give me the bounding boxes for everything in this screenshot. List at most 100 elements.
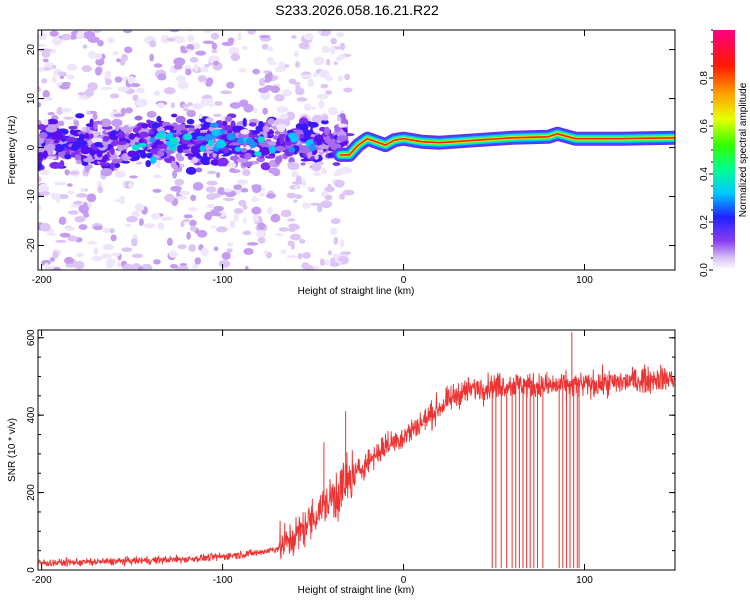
spectrogram-blob [237, 32, 242, 41]
spectrogram-blob [302, 252, 311, 259]
spectrogram-blob [170, 102, 176, 109]
spectrogram-y-axis-label: Frequency (Hz) [7, 116, 18, 185]
spectrogram-blob [220, 90, 233, 95]
spectrogram-blob [184, 153, 196, 157]
spectrogram-blob [325, 135, 331, 143]
spectrogram-blob [110, 130, 117, 138]
spectrogram-blob [305, 264, 314, 270]
spectrogram-blob [307, 78, 315, 87]
spectrogram-blob [38, 183, 50, 193]
spectrogram-blob [196, 229, 208, 238]
spectrogram-blob [253, 207, 259, 215]
spectrogram-blob [229, 220, 236, 229]
snr-y-tick-label: 200 [26, 484, 37, 501]
spectrogram-blob [323, 126, 330, 136]
spectrogram-blob [86, 110, 91, 115]
spectrogram-blob [238, 199, 247, 207]
spectrogram-frame [37, 29, 676, 271]
spectrogram-blob [294, 194, 303, 200]
spectrogram-blob [276, 106, 289, 113]
spectrogram-blob [169, 30, 180, 33]
spectrogram-blob [247, 30, 256, 35]
spectrogram-blob [275, 145, 285, 152]
spectrogram-blob [136, 161, 143, 165]
spectrogram-blob [157, 150, 165, 157]
spectrogram-blob [286, 254, 298, 259]
spectrogram-blob [83, 212, 90, 218]
spectrogram-blob-strong [149, 137, 157, 143]
spectrogram-blob [177, 81, 190, 89]
spectrogram-blob [330, 37, 337, 45]
spectrogram-blob [242, 168, 251, 177]
spectrogram-blob [100, 118, 112, 128]
spectrogram-blob [47, 112, 55, 116]
spectrogram-blob [179, 163, 185, 168]
spectrogram-blob [198, 75, 207, 82]
spectrogram-blob [265, 193, 276, 199]
spectrogram-blob [102, 135, 110, 142]
spectrogram-blob [221, 251, 231, 260]
spectrogram-blob [286, 161, 299, 167]
spectrogram-blob-strong [257, 136, 265, 143]
spectrogram-blob [76, 31, 85, 40]
spectrogram-blob [189, 225, 197, 232]
spectrogram-blob [38, 86, 41, 92]
spectrogram-blob-strong [182, 133, 193, 141]
spectrogram-blob [151, 122, 161, 129]
spectrogram-x-tick-label: 0 [401, 275, 407, 286]
spectrogram-blob-strong [167, 132, 174, 137]
spectrogram-blob [204, 213, 210, 220]
spectrogram-blob [259, 146, 271, 156]
spectrogram-blob [76, 193, 88, 198]
colorbar-tick-label: 0.0 [699, 263, 710, 277]
spectrogram-blob [175, 152, 182, 159]
spectrogram-blob [170, 160, 177, 169]
spectrogram-blob [293, 51, 300, 58]
spectrogram-blob [240, 129, 250, 135]
spectrogram-blob [43, 118, 49, 126]
spectrogram-blob [307, 121, 319, 128]
spectrogram-blob [281, 89, 293, 97]
spectrogram-blob [87, 82, 98, 91]
spectrogram-blob [239, 67, 247, 73]
spectrogram-blob-strong [254, 151, 262, 156]
spectrogram-blob [272, 135, 279, 140]
spectrogram-blob [71, 142, 82, 149]
spectrogram-blob [96, 150, 103, 158]
spectrogram-blob [134, 203, 145, 212]
spectrogram-blob [344, 73, 351, 81]
spectrogram-blob-strong [288, 146, 296, 153]
spectrogram-blob [98, 159, 107, 163]
spectrogram-blob [82, 44, 88, 49]
spectrogram-blob [320, 168, 328, 174]
spectrogram-blob [233, 125, 245, 131]
spectrogram-blob [312, 172, 322, 176]
spectrogram-blob [213, 113, 222, 118]
spectrogram-blob-strong [236, 137, 246, 145]
spectrogram-blob [115, 140, 128, 146]
spectrogram-blob [272, 169, 281, 177]
spectrogram-blob [59, 160, 65, 169]
spectrogram-blob [330, 227, 338, 236]
spectrogram-blob [317, 30, 322, 35]
spectrogram-blob [39, 169, 50, 176]
spectrogram-blob-strong [209, 122, 220, 128]
spectrogram-blob [175, 115, 186, 124]
spectrogram-blob [239, 99, 249, 108]
spectrogram-blob [280, 66, 287, 72]
spectrogram-blob [243, 248, 254, 256]
spectrogram-blob [320, 83, 329, 89]
spectrogram-blob [112, 51, 119, 56]
spectrogram-blob [321, 45, 330, 54]
spectrogram-blob [260, 187, 266, 192]
spectrogram-blob [175, 196, 188, 200]
spectrogram-blob [329, 45, 336, 55]
spectrogram-x-axis-label: Height of straight line (km) [298, 286, 415, 297]
spectrogram-blob [109, 228, 115, 234]
spectrogram-blob [179, 190, 191, 196]
spectrogram-blob [153, 140, 164, 145]
spectrogram-blob [58, 120, 65, 127]
spectrogram-blob [313, 72, 318, 78]
spectrogram-blob [75, 252, 85, 258]
spectrogram-blob [216, 171, 221, 178]
